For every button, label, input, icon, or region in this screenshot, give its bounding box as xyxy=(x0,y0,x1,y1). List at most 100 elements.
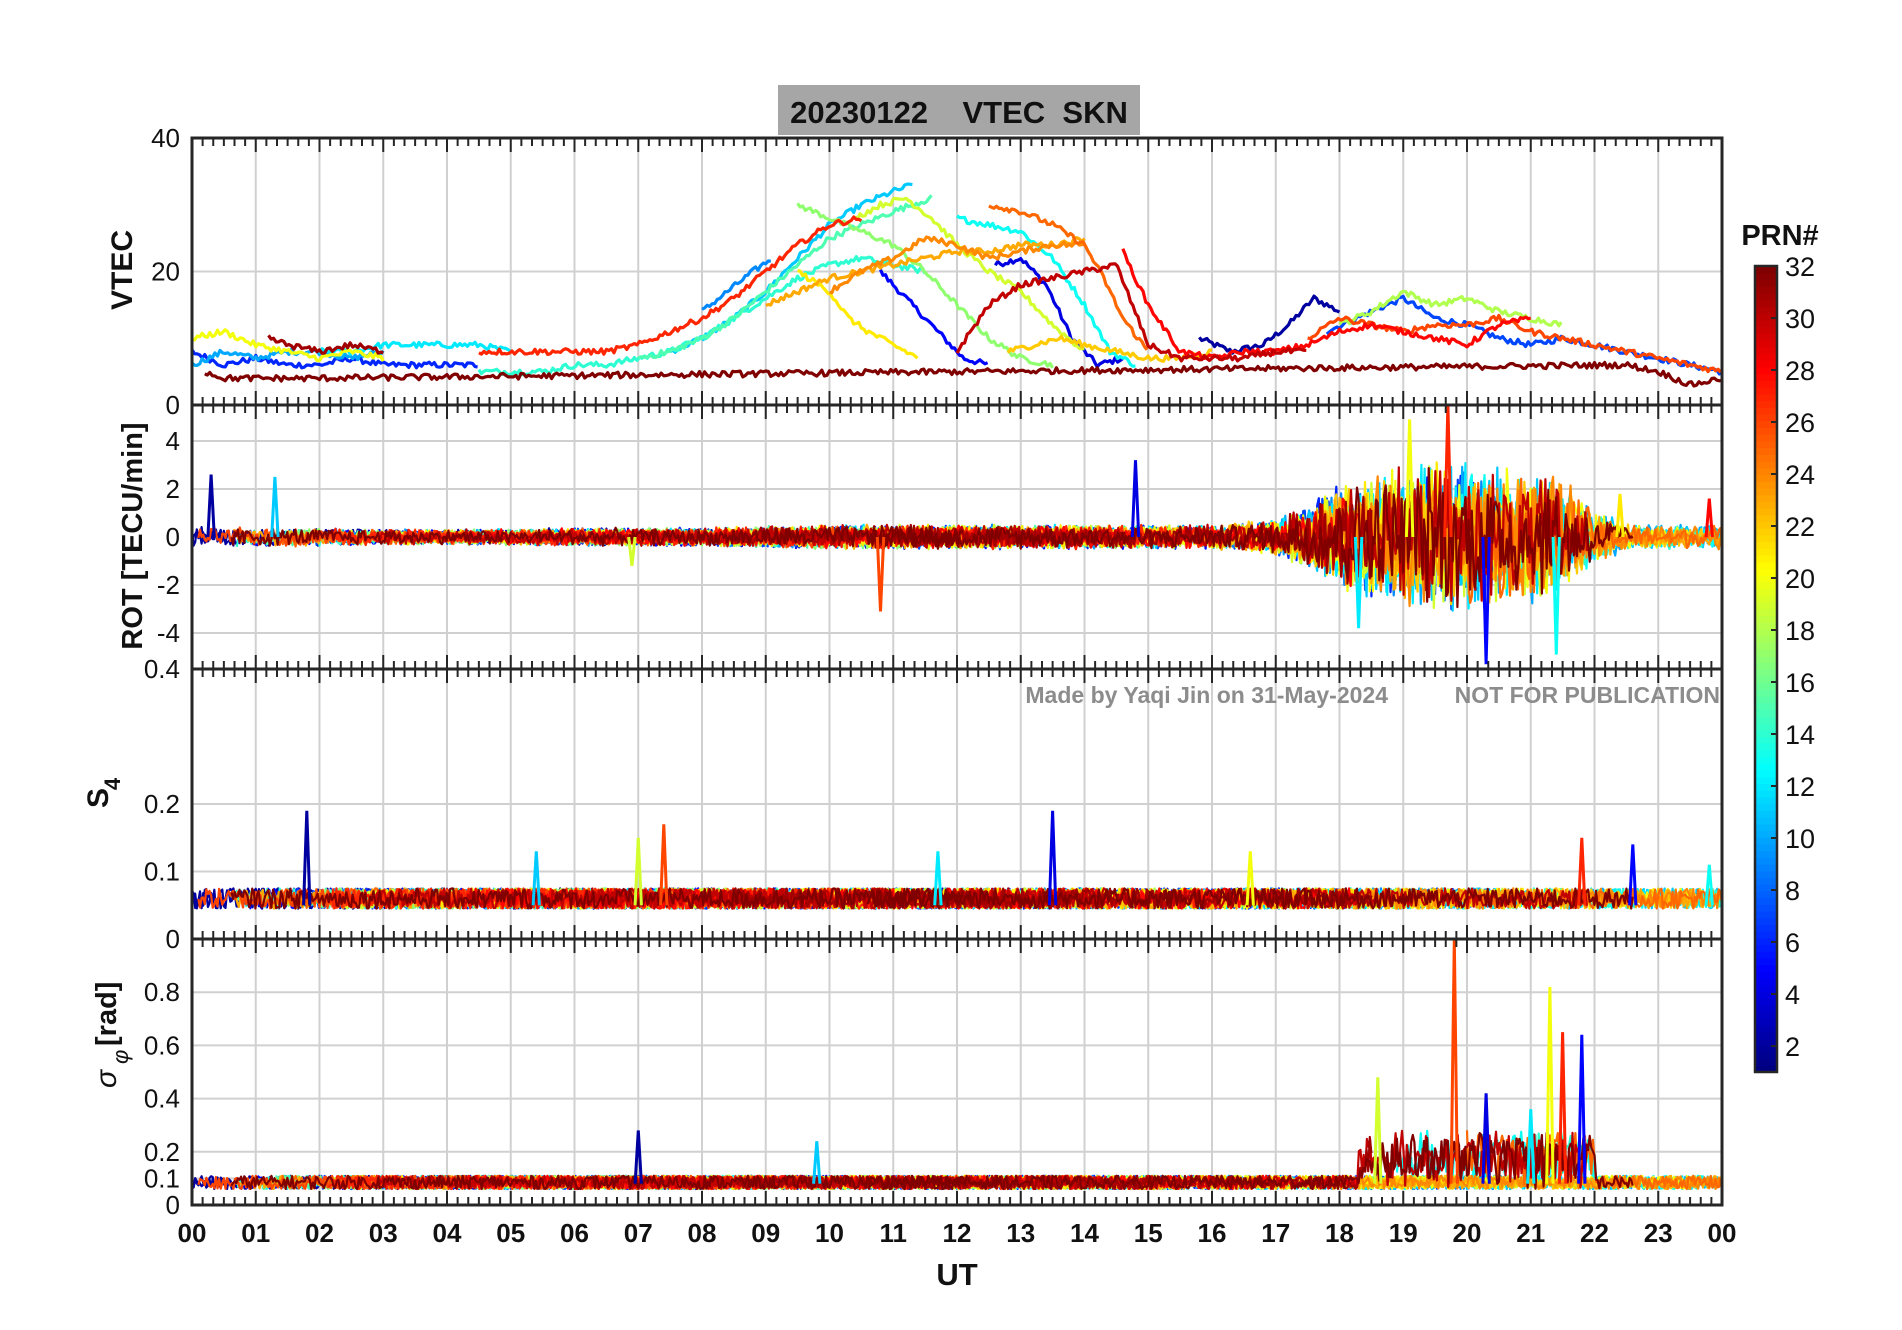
colorbar-segment xyxy=(1755,991,1777,999)
colorbar-segment xyxy=(1755,978,1777,986)
colorbar-segment xyxy=(1755,541,1777,549)
colorbar-segment xyxy=(1755,843,1777,852)
colorbar-segment xyxy=(1755,998,1777,1006)
colorbar-segment xyxy=(1755,360,1777,368)
x-tick-label: 11 xyxy=(880,1218,908,1248)
vtec-series-prn31 xyxy=(267,334,384,355)
colorbar-segment xyxy=(1755,695,1777,704)
sigma-peak-spike xyxy=(812,1141,822,1184)
rot-ytick-label: 2 xyxy=(166,474,180,504)
colorbar-segment xyxy=(1755,836,1777,845)
colorbar-segment xyxy=(1755,1004,1777,1013)
vtec-series-prn30 xyxy=(955,262,1307,363)
x-tick-label: 19 xyxy=(1389,1218,1418,1248)
vtec-series-group xyxy=(192,182,1722,388)
sigma-phi-panel: 00.10.2 0.4 0.6 0.8 xyxy=(144,937,1724,1220)
s4-series-group xyxy=(192,810,1722,910)
x-tick-label: 16 xyxy=(1198,1218,1227,1248)
watermark-notice: NOT FOR PUBLICATION xyxy=(1455,682,1720,708)
colorbar-segment xyxy=(1755,823,1777,832)
rot-peak-spike xyxy=(1443,405,1453,538)
colorbar-segment xyxy=(1755,709,1777,717)
rot-ytick-label: 0 xyxy=(166,522,180,552)
colorbar-segment xyxy=(1755,642,1777,650)
s4-peak-spike xyxy=(302,810,312,906)
colorbar-segment xyxy=(1755,534,1777,543)
sigma-peak-spike xyxy=(1373,1077,1383,1184)
rot-ylabel: ROT [TECU/min] xyxy=(117,422,149,649)
svg-text:σ: σ xyxy=(90,1068,123,1088)
colorbar-segment xyxy=(1755,763,1777,771)
colorbar-segment xyxy=(1755,662,1777,670)
colorbar-segment xyxy=(1755,568,1777,576)
vtec-series-prn32 xyxy=(204,360,1722,388)
colorbar-tick-label: 30 xyxy=(1785,304,1815,334)
colorbar-segment xyxy=(1755,944,1777,952)
colorbar-segment xyxy=(1755,427,1777,435)
x-tick-label: 12 xyxy=(943,1218,972,1248)
colorbar-tick-label: 2 xyxy=(1785,1032,1800,1062)
x-tick-label: 04 xyxy=(433,1218,462,1248)
colorbar-segment xyxy=(1755,1018,1777,1026)
colorbar-segment xyxy=(1755,789,1777,798)
vtec-series-prn27 xyxy=(478,215,863,356)
sigma-phi-ylabel: σ φ [rad] xyxy=(90,982,133,1088)
colorbar-segment xyxy=(1755,474,1777,482)
colorbar-tick-label: 32 xyxy=(1785,252,1815,282)
colorbar-segment xyxy=(1755,507,1777,516)
rot-peak-spike xyxy=(1615,493,1625,538)
colorbar-tick-label: 18 xyxy=(1785,616,1815,646)
colorbar-segment xyxy=(1755,622,1777,630)
s4-peak-spike xyxy=(1577,837,1587,906)
vtec-series-prn2 xyxy=(1198,294,1341,355)
rot-peak-spike xyxy=(1353,536,1364,629)
x-tick-label: 00 xyxy=(178,1218,207,1248)
colorbar-segment xyxy=(1755,380,1777,388)
s4-peak-spike xyxy=(633,837,643,906)
rot-panel: -4 -2 0 2 4 xyxy=(157,403,1724,671)
colorbar-tick-label: 6 xyxy=(1785,928,1800,958)
colorbar-segment xyxy=(1755,528,1777,536)
svg-text:[rad]: [rad] xyxy=(91,982,123,1046)
s4-ylabel: S 4 xyxy=(82,777,125,808)
s4-ytick-label: 0 xyxy=(166,924,180,954)
s4-peak-spike xyxy=(1628,844,1638,906)
s4-ytick-label: 0.2 xyxy=(144,789,180,819)
colorbar-segment xyxy=(1755,1051,1777,1060)
colorbar-segment xyxy=(1755,333,1777,341)
rot-series-prn32 xyxy=(867,467,1634,609)
x-tick-label: 00 xyxy=(1708,1218,1737,1248)
colorbar-segment xyxy=(1755,413,1777,422)
colorbar-segment xyxy=(1755,521,1777,529)
colorbar-tick-label: 10 xyxy=(1785,824,1815,854)
s4-peak-spike xyxy=(933,851,943,906)
colorbar-tick-label: 26 xyxy=(1785,408,1815,438)
colorbar-segment xyxy=(1755,319,1777,328)
vtec-series-prn4 xyxy=(993,257,1124,369)
colorbar-segment xyxy=(1755,682,1777,690)
colorbar-tick-label: 24 xyxy=(1785,460,1815,490)
s4-peak-spike xyxy=(531,851,541,906)
colorbar-segment xyxy=(1755,346,1777,355)
s4-peak-spike xyxy=(659,824,669,906)
colorbar-segment xyxy=(1755,756,1777,764)
x-tick-label: 09 xyxy=(751,1218,780,1248)
vtec-series-prn15 xyxy=(637,194,933,360)
colorbar-segment xyxy=(1755,279,1777,287)
vtec-ytick-label: 0 xyxy=(166,390,180,420)
colorbar-segment xyxy=(1755,306,1777,314)
colorbar-segment xyxy=(1755,736,1777,744)
colorbar-segment xyxy=(1755,407,1777,415)
colorbar-segment xyxy=(1755,420,1777,429)
colorbar-segment xyxy=(1755,937,1777,946)
colorbar-segment xyxy=(1755,1065,1777,1073)
x-tick-label: 17 xyxy=(1261,1218,1290,1248)
rot-ytick-label: -4 xyxy=(157,618,180,648)
sigma-peak-spike xyxy=(1481,1093,1491,1184)
colorbar-tick-label: 4 xyxy=(1785,980,1800,1010)
sigma-ytick-label: 0.1 xyxy=(144,1163,180,1193)
colorbar-segment xyxy=(1755,1025,1777,1033)
colorbar-tick-label: 28 xyxy=(1785,356,1815,386)
rot-series-prn32 xyxy=(230,524,964,549)
colorbar-segment xyxy=(1755,689,1777,697)
